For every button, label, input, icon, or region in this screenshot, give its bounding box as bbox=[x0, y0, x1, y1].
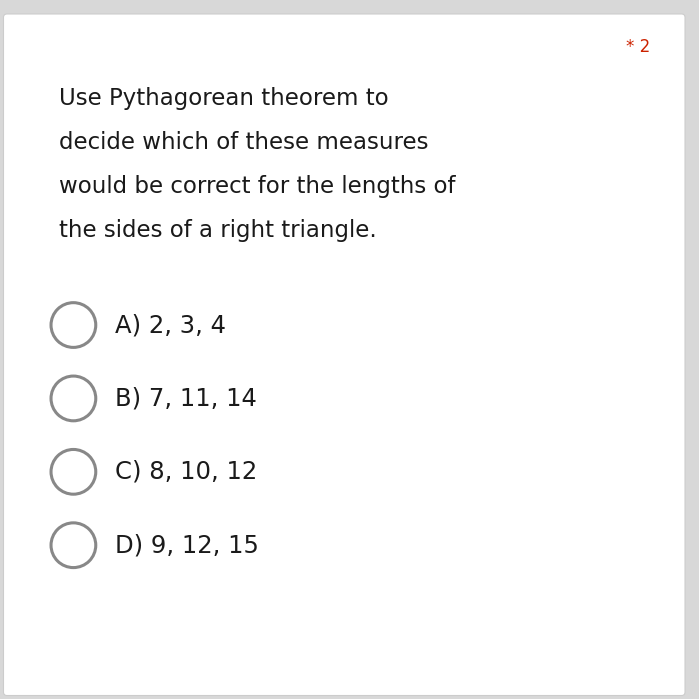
Text: B) 7, 11, 14: B) 7, 11, 14 bbox=[115, 387, 257, 410]
FancyBboxPatch shape bbox=[3, 14, 685, 696]
Text: decide which of these measures: decide which of these measures bbox=[59, 131, 429, 154]
Text: Use Pythagorean theorem to: Use Pythagorean theorem to bbox=[59, 87, 389, 110]
Text: D) 9, 12, 15: D) 9, 12, 15 bbox=[115, 533, 259, 557]
Text: the sides of a right triangle.: the sides of a right triangle. bbox=[59, 219, 377, 243]
Text: would be correct for the lengths of: would be correct for the lengths of bbox=[59, 175, 456, 199]
Text: * 2: * 2 bbox=[626, 38, 650, 57]
Text: A) 2, 3, 4: A) 2, 3, 4 bbox=[115, 313, 226, 337]
Text: C) 8, 10, 12: C) 8, 10, 12 bbox=[115, 460, 258, 484]
